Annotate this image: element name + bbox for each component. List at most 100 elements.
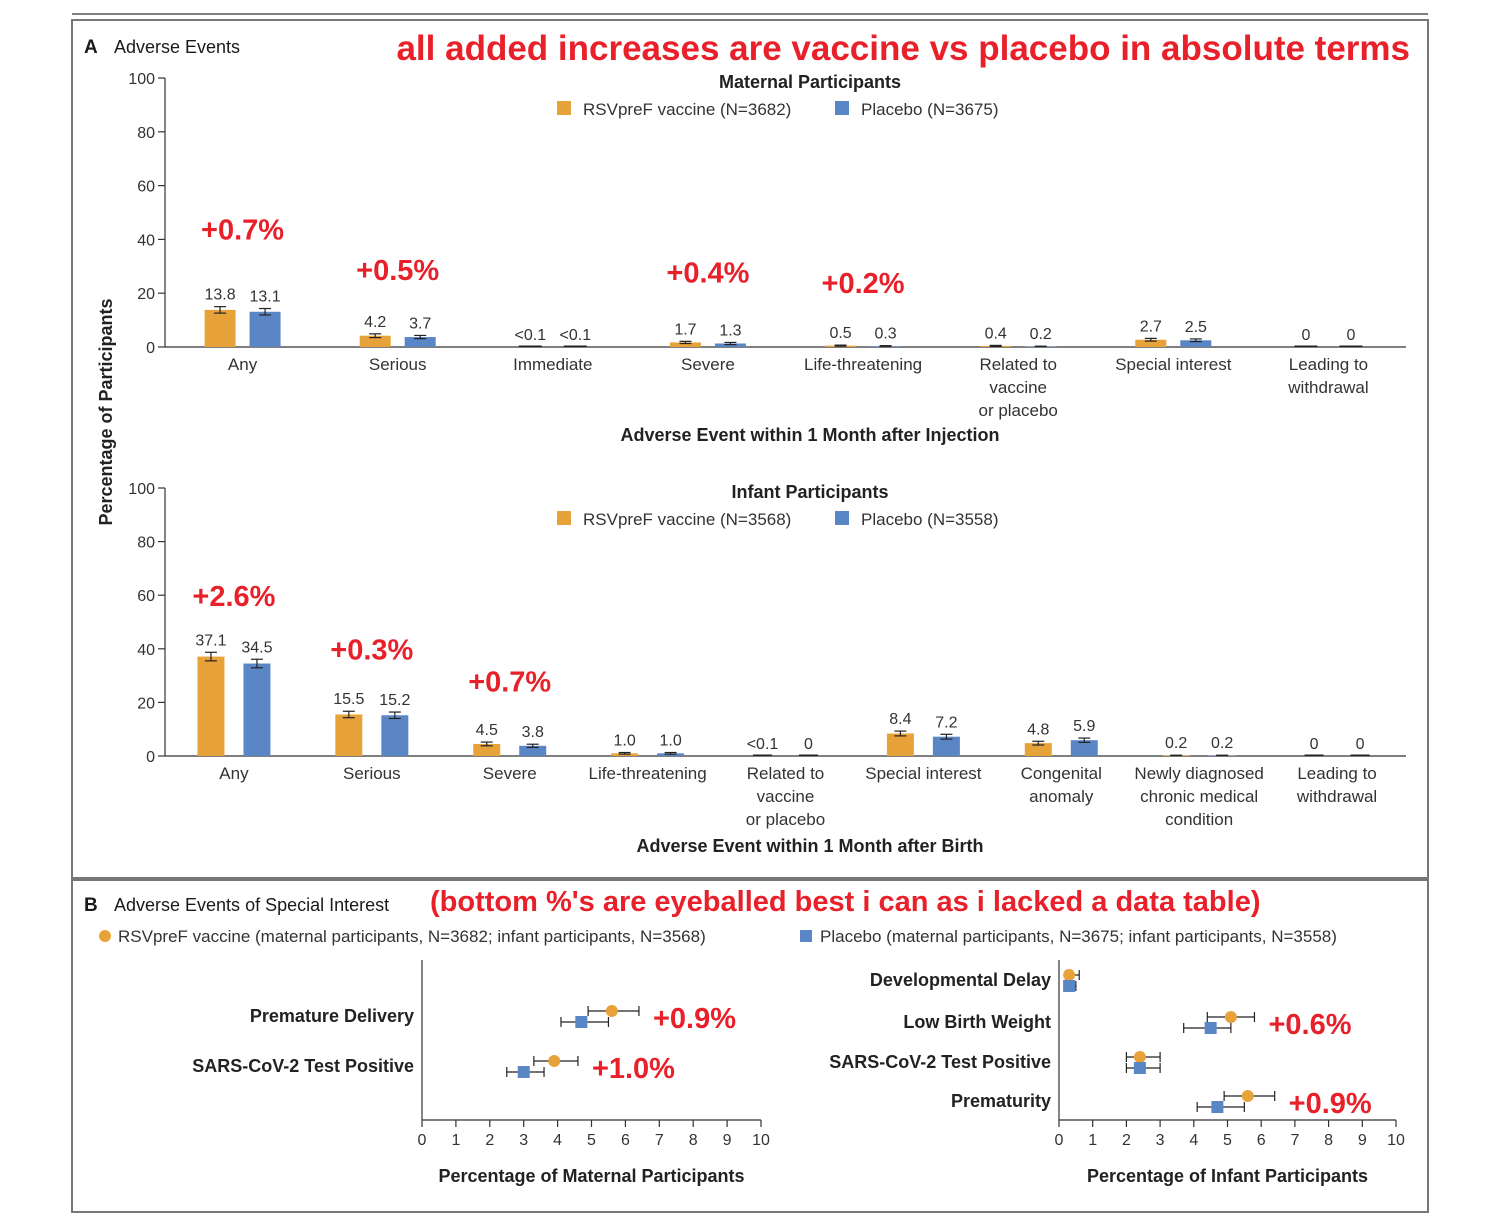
x-tick-label: 9 [1358, 1132, 1367, 1149]
placebo-bar [243, 663, 271, 756]
x-axis-title: Adverse Event within 1 Month after Birth [636, 836, 983, 856]
panel-b-banner: (bottom %'s are eyeballed best i can as … [430, 886, 1260, 918]
y-tick-label: 80 [137, 535, 155, 552]
category-label: anomaly [1029, 787, 1094, 806]
x-tick-label: 3 [1156, 1132, 1165, 1149]
placebo-bar [1070, 740, 1098, 756]
vaccine-bar [473, 743, 501, 756]
y-tick-label: 40 [137, 642, 155, 659]
value-label: 0 [1301, 327, 1310, 344]
x-axis-title: Percentage of Infant Participants [1087, 1166, 1368, 1186]
value-label: 3.8 [522, 724, 544, 741]
x-axis-title: Percentage of Maternal Participants [438, 1166, 744, 1186]
category-label: Special interest [1115, 355, 1232, 374]
x-tick-label: 0 [418, 1132, 427, 1149]
value-label: 2.5 [1185, 319, 1207, 336]
category-label: condition [1165, 810, 1233, 829]
legend-vaccine-label: RSVpreF vaccine (N=3568) [583, 510, 791, 529]
difference-annotation: +0.7% [468, 667, 551, 699]
vaccine-bar [204, 309, 236, 347]
category-label: withdrawal [1296, 787, 1377, 806]
legend-vaccine-marker [99, 930, 111, 942]
value-label: 0 [1356, 736, 1365, 753]
placebo-point [1211, 1101, 1224, 1113]
difference-annotation: +2.6% [192, 581, 275, 613]
value-label: 1.0 [659, 733, 681, 750]
difference-annotation: +0.3% [330, 635, 413, 667]
category-label: vaccine [989, 378, 1047, 397]
vaccine-point [605, 1005, 618, 1017]
category-label: withdrawal [1287, 378, 1368, 397]
value-label: 0 [1310, 736, 1319, 753]
difference-annotation: +0.5% [356, 255, 439, 287]
category-label: Serious [369, 355, 427, 374]
x-axis-title: Adverse Event within 1 Month after Injec… [620, 425, 999, 445]
category-label: Life-threatening [589, 764, 707, 783]
category-label: Leading to [1289, 355, 1368, 374]
y-tick-label: 0 [146, 749, 155, 766]
value-label: 2.7 [1140, 318, 1162, 335]
value-label: 7.2 [935, 714, 957, 731]
panel-b-title: Adverse Events of Special Interest [114, 895, 389, 915]
vaccine-point [1241, 1090, 1254, 1102]
value-label: 4.8 [1027, 721, 1049, 738]
category-label: or placebo [978, 401, 1057, 420]
category-label: chronic medical [1140, 787, 1258, 806]
x-tick-label: 4 [1189, 1132, 1198, 1149]
y-tick-label: 60 [137, 179, 155, 196]
placebo-point [575, 1016, 588, 1028]
y-tick-label: 20 [137, 286, 155, 303]
vaccine-bar [335, 714, 363, 756]
category-label: Related to [979, 355, 1057, 374]
y-tick-label: 80 [137, 125, 155, 142]
difference-annotation: +0.2% [822, 268, 905, 300]
placebo-bar [932, 736, 960, 756]
value-label: 15.2 [379, 692, 410, 709]
placebo-bar [519, 745, 547, 756]
value-label: 13.1 [249, 289, 280, 306]
x-tick-label: 2 [1122, 1132, 1131, 1149]
value-label: 1.3 [719, 322, 741, 339]
value-label: 4.2 [364, 314, 386, 331]
y-tick-label: 0 [146, 340, 155, 357]
legend-placebo-swatch [835, 511, 849, 525]
category-label: Special interest [865, 764, 982, 783]
category-label: Life-threatening [804, 355, 922, 374]
difference-annotation: +0.4% [666, 257, 749, 289]
legend-placebo-label: Placebo (N=3558) [861, 510, 999, 529]
panel-b-legend-placebo: Placebo (maternal participants, N=3675; … [820, 927, 1337, 946]
panel-a-border [71, 19, 1429, 879]
difference-annotation: +0.9% [1289, 1088, 1372, 1120]
placebo-point [1063, 980, 1076, 992]
x-tick-label: 8 [1324, 1132, 1333, 1149]
value-label: 0.4 [985, 325, 1007, 342]
y-tick-label: 40 [137, 232, 155, 249]
placebo-point [1133, 1062, 1146, 1074]
x-tick-label: 6 [1257, 1132, 1266, 1149]
category-label: or placebo [746, 810, 825, 829]
vaccine-bar [1024, 743, 1052, 756]
legend-placebo-swatch [835, 101, 849, 115]
x-tick-label: 9 [723, 1132, 732, 1149]
chart-title: Maternal Participants [719, 72, 901, 92]
panel-a-letter: A [84, 37, 98, 58]
value-label: 0 [804, 736, 813, 753]
category-label: Leading to [1297, 764, 1376, 783]
x-tick-label: 6 [621, 1132, 630, 1149]
legend-vaccine-label: RSVpreF vaccine (N=3682) [583, 100, 791, 119]
category-label: Any [228, 355, 258, 374]
value-label: 0.2 [1211, 735, 1233, 752]
category-label: Any [219, 764, 249, 783]
value-label: 0.2 [1030, 326, 1052, 343]
vaccine-point [1063, 969, 1076, 981]
maternal-bar-chart: 0 20 40 60 80 100 Maternal Participants RSVpreF… [128, 71, 1406, 445]
infant-bar-chart: 0 20 40 60 80 100 Infant Participants RSVpreF v… [128, 481, 1406, 856]
row-label: Prematurity [951, 1091, 1051, 1111]
value-label: 0.2 [1165, 735, 1187, 752]
vaccine-point [1133, 1051, 1146, 1063]
category-label: Severe [681, 355, 735, 374]
legend-vaccine-swatch [557, 511, 571, 525]
value-label: 8.4 [889, 711, 911, 728]
y-tick-label: 60 [137, 588, 155, 605]
